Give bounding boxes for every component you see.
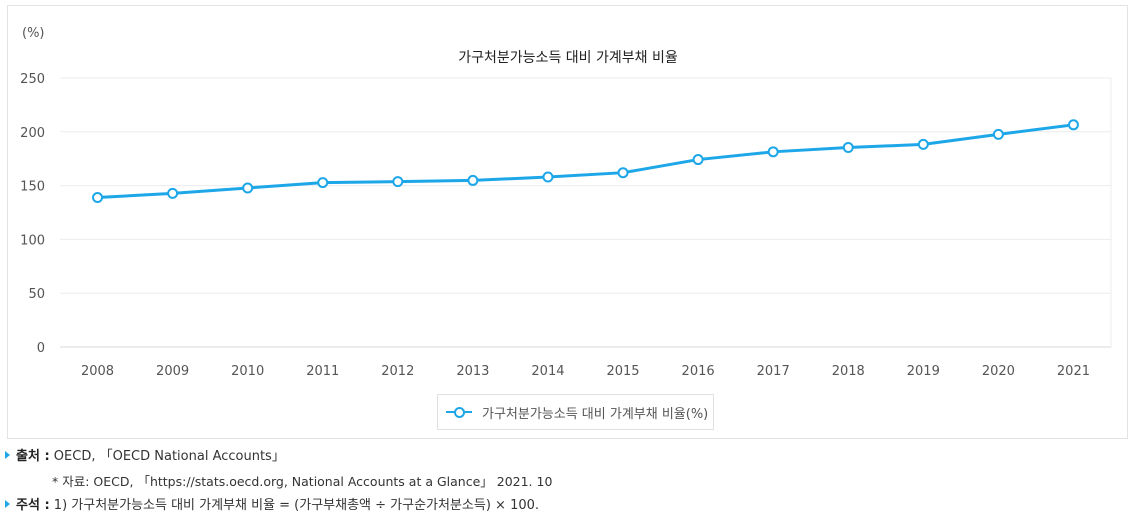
x-tick-label: 2021 xyxy=(1057,364,1090,379)
data-point[interactable] xyxy=(92,192,104,204)
chart-container: 0 50 100 150 200 250 2008 2009 2010 2011 2012 2013 2… xyxy=(7,5,1128,439)
data-point[interactable] xyxy=(467,174,479,186)
x-tick-label: 2009 xyxy=(156,364,189,379)
legend-series-label: 가구처분가능소득 대비 가계부채 비율(%) xyxy=(482,406,709,422)
data-point[interactable] xyxy=(992,128,1004,140)
remark-note: 주석 : 1) 가구처분가능소득 대비 가계부채 비율 = (가구부채총액 ÷ … xyxy=(5,494,539,513)
data-point[interactable] xyxy=(617,167,629,179)
x-tick-label: 2008 xyxy=(81,364,114,379)
y-tick-label: 200 xyxy=(20,126,45,141)
x-tick-label: 2010 xyxy=(231,364,264,379)
data-point[interactable] xyxy=(542,171,554,183)
data-point[interactable] xyxy=(242,182,254,194)
data-point[interactable] xyxy=(167,187,179,199)
axes: 0 50 100 150 200 250 2008 2009 2010 2011 2012 2013 2… xyxy=(20,72,1090,379)
remark-label: 주석 : xyxy=(16,498,50,513)
data-point[interactable] xyxy=(1067,119,1079,131)
series-line xyxy=(97,123,1074,200)
series-layer xyxy=(92,119,1079,204)
source-label: 출처 : xyxy=(16,449,50,464)
data-point[interactable] xyxy=(392,176,404,188)
y-tick-label: 100 xyxy=(20,233,45,248)
x-tick-label: 2014 xyxy=(531,364,564,379)
x-tick-label: 2017 xyxy=(757,364,790,379)
x-tick-label: 2020 xyxy=(982,364,1015,379)
data-point[interactable] xyxy=(692,154,704,166)
y-tick-label: 250 xyxy=(20,72,45,87)
bullet-triangle-icon xyxy=(5,451,10,459)
data-point[interactable] xyxy=(767,146,779,158)
legend[interactable]: 가구처분가능소득 대비 가계부채 비율(%) xyxy=(437,394,714,430)
y-tick-label: 50 xyxy=(28,287,45,302)
source-note: 출처 : OECD, 「OECD National Accounts」 xyxy=(5,445,285,464)
x-tick-label: 2013 xyxy=(456,364,489,379)
y-tick-label: 150 xyxy=(20,180,45,195)
x-tick-label: 2015 xyxy=(606,364,639,379)
x-tick-label: 2016 xyxy=(682,364,715,379)
x-tick-label: 2019 xyxy=(907,364,940,379)
bullet-triangle-icon xyxy=(5,500,10,508)
y-tick-label: 0 xyxy=(37,341,45,356)
source-text: OECD, 「OECD National Accounts」 xyxy=(53,449,285,464)
data-point[interactable] xyxy=(842,142,854,154)
data-point[interactable] xyxy=(917,138,929,150)
y-axis-unit-label: (%) xyxy=(22,26,45,41)
data-source-note: * 자료: OECD, 「https://stats.oecd.org, Nat… xyxy=(52,474,553,489)
x-tick-label: 2018 xyxy=(832,364,865,379)
line-chart: 0 50 100 150 200 250 2008 2009 2010 2011 2012 2013 2… xyxy=(20,26,1112,379)
x-tick-label: 2012 xyxy=(381,364,414,379)
grid-lines xyxy=(60,77,1112,348)
x-tick-label: 2011 xyxy=(306,364,339,379)
chart-title: 가구처분가능소득 대비 가계부채 비율 xyxy=(458,50,678,66)
remark-text: 1) 가구처분가능소득 대비 가계부채 비율 = (가구부채총액 ÷ 가구순가처… xyxy=(53,498,540,513)
legend-line-marker-icon xyxy=(446,405,472,419)
data-point[interactable] xyxy=(317,177,329,189)
